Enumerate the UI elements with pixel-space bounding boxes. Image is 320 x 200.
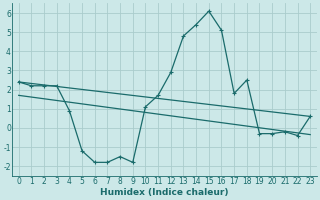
X-axis label: Humidex (Indice chaleur): Humidex (Indice chaleur) <box>100 188 229 197</box>
